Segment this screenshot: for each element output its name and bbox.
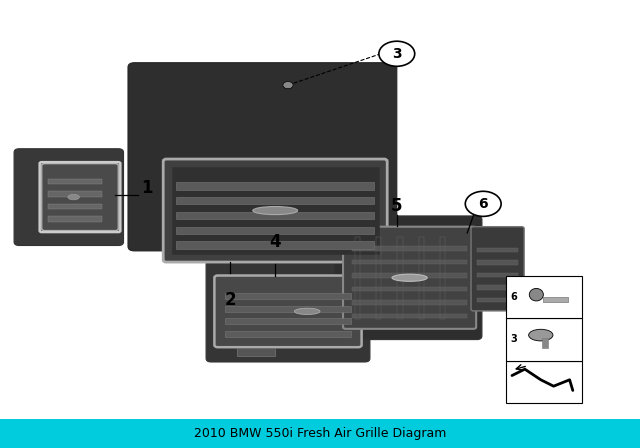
Bar [48,216,102,222]
Ellipse shape [529,329,553,341]
Bar [477,248,518,252]
Text: 6: 6 [478,197,488,211]
FancyBboxPatch shape [14,149,124,246]
Text: 3: 3 [510,334,516,345]
Bar [237,348,275,356]
Bar [48,179,102,184]
Text: 6: 6 [510,292,516,302]
FancyBboxPatch shape [471,227,524,311]
Circle shape [283,82,293,89]
Bar [352,314,467,318]
Bar [176,241,374,249]
Bar [419,237,424,319]
Bar [542,338,548,348]
FancyBboxPatch shape [343,227,476,329]
Bar [440,237,445,319]
Text: 2010 BMW 550i Fresh Air Grille Diagram: 2010 BMW 550i Fresh Air Grille Diagram [194,427,446,440]
Bar [477,298,518,302]
Ellipse shape [294,308,320,314]
Bar [477,285,518,290]
Circle shape [379,41,415,66]
Bar [506,361,582,403]
Bar [352,300,467,305]
Bar [352,260,467,264]
Text: 5: 5 [391,197,403,215]
Ellipse shape [529,289,543,301]
Text: 2: 2 [225,291,236,309]
Bar [477,260,518,265]
Bar [506,318,582,361]
Bar [48,204,102,209]
Bar [397,237,403,319]
Bar [352,273,467,278]
FancyBboxPatch shape [163,159,387,262]
Bar [176,212,374,219]
Text: 4: 4 [269,233,281,251]
Bar [48,191,102,197]
Bar [225,331,351,337]
Bar [225,306,351,312]
Bar [0,419,640,448]
Bar [176,197,374,204]
Bar [376,237,381,319]
Ellipse shape [253,207,298,215]
Text: 1: 1 [141,179,153,197]
Ellipse shape [68,194,79,200]
Bar [225,293,351,299]
Circle shape [465,191,501,216]
Bar [543,297,568,302]
Bar [176,182,374,190]
Bar [352,287,467,291]
Text: 3: 3 [392,47,402,61]
Bar [176,227,374,234]
FancyBboxPatch shape [128,63,397,251]
FancyBboxPatch shape [172,167,379,254]
Bar [225,318,351,324]
Text: 211364: 211364 [526,419,568,429]
FancyBboxPatch shape [42,164,118,231]
Ellipse shape [392,274,428,281]
Bar [506,276,582,318]
Bar [352,246,467,251]
Bar [477,273,518,277]
FancyBboxPatch shape [334,216,482,340]
Bar [355,237,360,319]
FancyBboxPatch shape [206,261,370,362]
FancyBboxPatch shape [214,276,362,347]
